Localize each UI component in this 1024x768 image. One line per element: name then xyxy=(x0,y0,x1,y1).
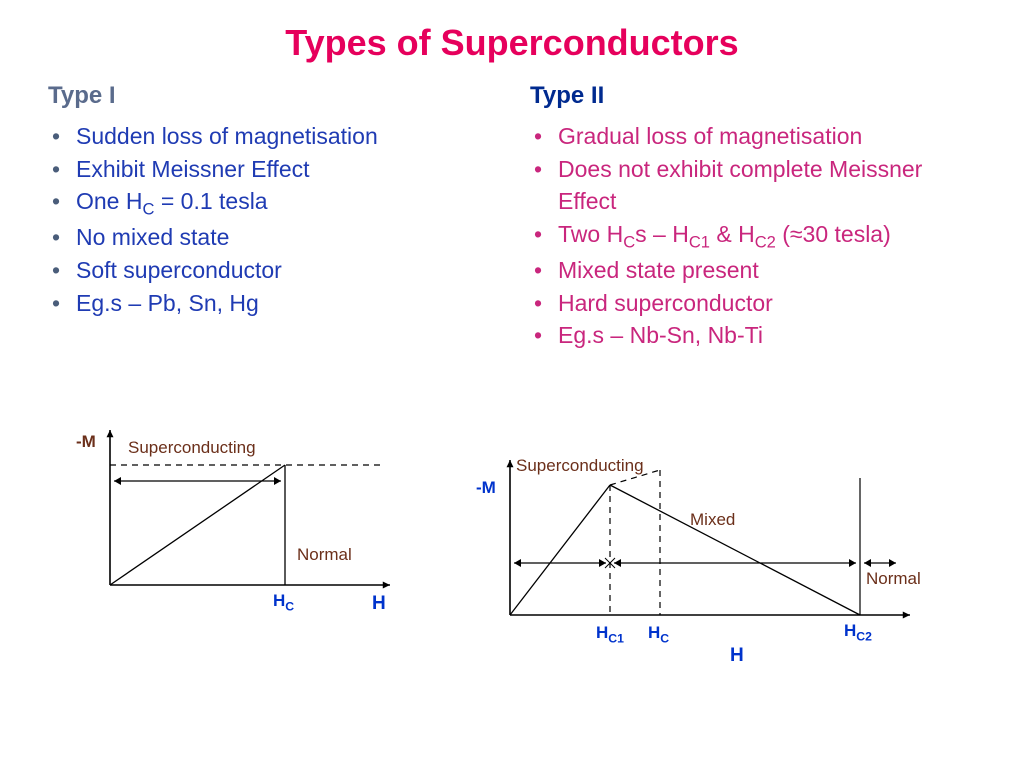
list-item: Mixed state present xyxy=(530,254,976,287)
page-title: Types of Superconductors xyxy=(0,0,1024,64)
list-item: Eg.s – Pb, Sn, Hg xyxy=(48,287,494,320)
type2-column: Type II Gradual loss of magnetisationDoe… xyxy=(512,82,994,352)
list-item: Two HCs – HC1 & HC2 (≈30 tesla) xyxy=(530,218,976,254)
list-item: One HC = 0.1 tesla xyxy=(48,185,494,221)
chart2-mixed-label: Mixed xyxy=(690,510,735,530)
type1-chart: -M H Superconducting Normal HC xyxy=(70,420,420,615)
chart1-normal-label: Normal xyxy=(297,545,352,565)
list-item: Gradual loss of magnetisation xyxy=(530,120,976,153)
chart1-x-label: H xyxy=(372,593,386,615)
chart2-hc1-label: HC1 xyxy=(596,623,624,645)
list-item: Sudden loss of magnetisation xyxy=(48,120,494,153)
chart1-y-label: -M xyxy=(76,432,96,452)
chart2-hc2-label: HC2 xyxy=(844,621,872,643)
list-item: Does not exhibit complete Meissner Effec… xyxy=(530,153,976,218)
list-item: Eg.s – Nb-Sn, Nb-Ti xyxy=(530,319,976,352)
chart2-x-label: H xyxy=(730,645,744,667)
type1-list: Sudden loss of magnetisationExhibit Meis… xyxy=(48,120,494,319)
chart2-super-label: Superconducting xyxy=(516,456,644,476)
type1-heading: Type I xyxy=(48,82,494,110)
type2-chart: -M H Superconducting Mixed Normal HC1 HC… xyxy=(470,460,940,660)
chart2-hc-label: HC xyxy=(648,623,669,645)
type2-heading: Type II xyxy=(530,82,976,110)
type2-list: Gradual loss of magnetisationDoes not ex… xyxy=(530,120,976,352)
chart1-hc-label: HC xyxy=(273,591,294,613)
list-item: No mixed state xyxy=(48,221,494,254)
chart2-normal-label: Normal xyxy=(866,569,921,589)
list-item: Soft superconductor xyxy=(48,254,494,287)
columns: Type I Sudden loss of magnetisationExhib… xyxy=(0,64,1024,352)
chart2-y-label: -M xyxy=(476,478,496,498)
list-item: Exhibit Meissner Effect xyxy=(48,153,494,186)
chart1-super-label: Superconducting xyxy=(128,438,256,458)
list-item: Hard superconductor xyxy=(530,287,976,320)
type1-column: Type I Sudden loss of magnetisationExhib… xyxy=(30,82,512,352)
